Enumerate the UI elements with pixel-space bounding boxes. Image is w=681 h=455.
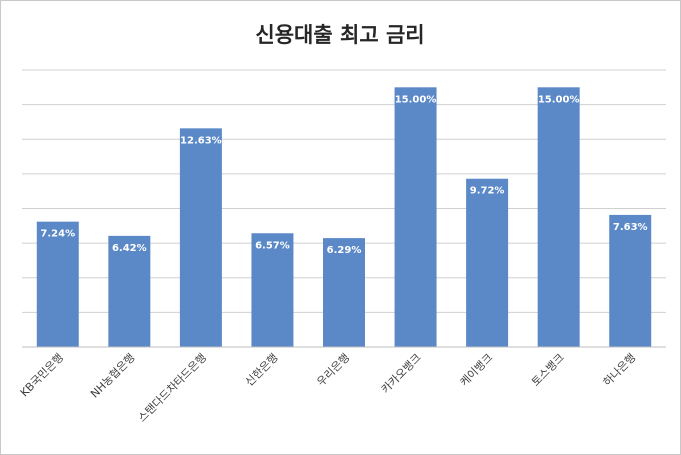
- bar: [36, 221, 79, 347]
- chart-title: 신용대출 최고 금리: [255, 23, 424, 47]
- value-label: 7.63%: [613, 222, 648, 233]
- bar: [251, 233, 294, 347]
- value-label: 7.24%: [40, 229, 75, 240]
- value-label: 6.57%: [255, 240, 290, 251]
- value-label: 6.29%: [327, 245, 362, 256]
- bar: [108, 235, 151, 347]
- value-label: 12.63%: [180, 135, 222, 146]
- bar: [179, 128, 222, 347]
- bar: [323, 238, 365, 347]
- value-label: 9.72%: [470, 186, 505, 197]
- bar: [466, 178, 509, 347]
- value-label: 6.42%: [112, 243, 147, 254]
- value-label: 15.00%: [538, 94, 580, 105]
- bar: [537, 87, 580, 347]
- bar: [609, 214, 652, 347]
- value-label: 15.00%: [395, 94, 437, 105]
- bar: [394, 87, 437, 347]
